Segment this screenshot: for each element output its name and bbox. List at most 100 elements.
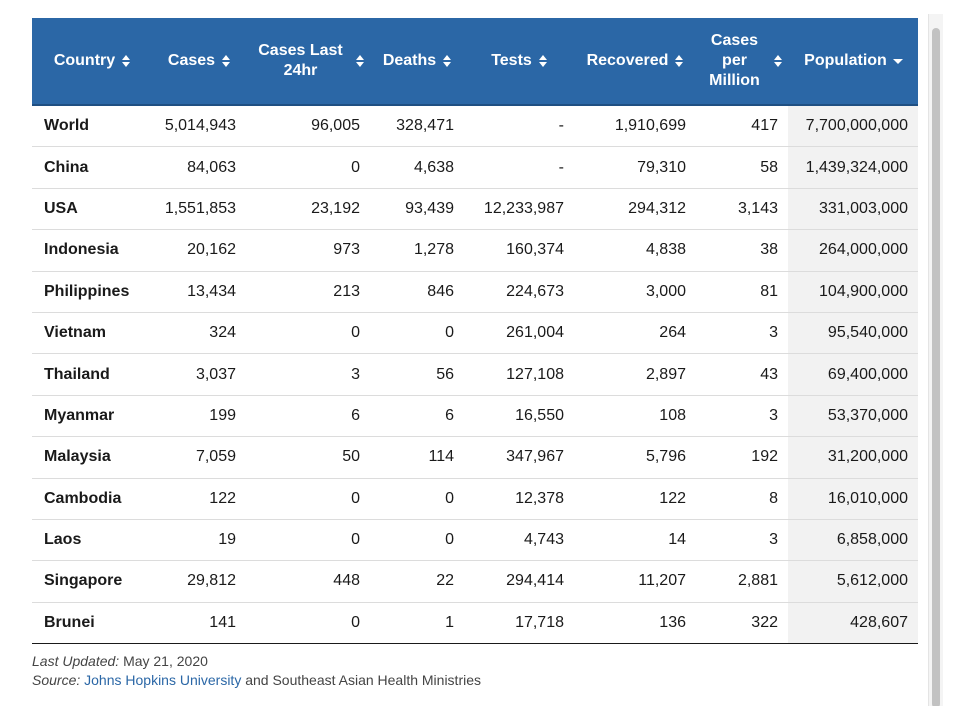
cell-cases-last-24hr: 973 [246, 229, 370, 272]
cell-tests: 347,967 [464, 436, 574, 479]
cell-cases: 20,162 [152, 229, 246, 272]
column-header-label: Deaths [382, 52, 437, 69]
cell-tests: 160,374 [464, 229, 574, 272]
cell-cases: 199 [152, 395, 246, 438]
cell-cases-last-24hr: 0 [246, 519, 370, 562]
sort-both-icon [538, 54, 547, 68]
cell-cases-last-24hr: 96,005 [246, 105, 370, 148]
column-header-tests[interactable]: Tests [464, 18, 574, 106]
cell-tests: 224,673 [464, 271, 574, 313]
covid-stats-table: Country Cases Cases Last 24hr Deaths Tests Re… [32, 18, 918, 645]
cell-tests: 4,743 [464, 519, 574, 562]
table-row-singapore: Singapore 29,812 448 22 294,414 11,207 2,881 5,… [32, 560, 918, 603]
sort-both-icon [674, 54, 684, 68]
cell-population: 6,858,000 [788, 519, 918, 562]
cell-recovered: 5,796 [574, 436, 696, 479]
sort-both-icon [442, 54, 452, 68]
table-row-malaysia: Malaysia 7,059 50 114 347,967 5,796 192 31,200,… [32, 436, 918, 479]
cell-cases-per-million: 58 [696, 146, 788, 189]
cell-deaths: 6 [370, 395, 464, 438]
cell-recovered: 122 [574, 478, 696, 520]
cell-country: Philippines [32, 271, 152, 313]
cell-deaths: 56 [370, 353, 464, 396]
table-row-laos: Laos 19 0 0 4,743 14 3 6,858,000 [32, 519, 918, 562]
cell-recovered: 14 [574, 519, 696, 562]
column-header-population[interactable]: Population [788, 18, 918, 106]
cell-population: 95,540,000 [788, 312, 918, 355]
cell-cases-last-24hr: 3 [246, 353, 370, 396]
cell-deaths: 846 [370, 271, 464, 313]
cell-cases: 29,812 [152, 560, 246, 603]
table-row-world: World 5,014,943 96,005 328,471-1,910,699 417… [32, 105, 918, 148]
cell-country: Indonesia [32, 229, 152, 272]
cell-deaths: 0 [370, 519, 464, 562]
cell-cases-per-million: 3 [696, 395, 788, 438]
cell-country: Myanmar [32, 395, 152, 438]
cell-tests: 17,718 [464, 602, 574, 645]
cell-deaths: 0 [370, 312, 464, 355]
cell-deaths: 328,471 [370, 105, 464, 148]
cell-cases: 5,014,943 [152, 105, 246, 148]
cell-cases-per-million: 38 [696, 229, 788, 272]
cell-country: Vietnam [32, 312, 152, 355]
cell-tests: 12,378 [464, 478, 574, 520]
last-updated-label: Last Updated: [32, 653, 120, 669]
cell-tests: - [464, 146, 574, 189]
vertical-scrollbar[interactable] [928, 14, 943, 706]
cell-cases-per-million: 2,881 [696, 560, 788, 603]
column-header-label: Country [53, 52, 116, 69]
table-row-brunei: Brunei 141 0 1 17,718 136 322 428,607 [32, 602, 918, 645]
column-header-deaths[interactable]: Deaths [370, 18, 464, 106]
cell-country: Malaysia [32, 436, 152, 479]
table-row-cambodia: Cambodia 122 0 0 12,378 122 8 16,010,000 [32, 478, 918, 520]
cell-recovered: 11,207 [574, 560, 696, 603]
table-row-thailand: Thailand 3,037 3 56 127,108 2,897 43 69,400,000 [32, 353, 918, 396]
cell-recovered: 1,910,699 [574, 105, 696, 148]
cell-country: World [32, 105, 152, 148]
cell-tests: 12,233,987 [464, 188, 574, 231]
cell-cases-per-million: 192 [696, 436, 788, 479]
cell-cases-per-million: 3,143 [696, 188, 788, 231]
cell-recovered: 2,897 [574, 353, 696, 396]
cell-recovered: 4,838 [574, 229, 696, 272]
cell-cases-last-24hr: 0 [246, 146, 370, 189]
column-header-country[interactable]: Country [32, 18, 152, 106]
cell-country: Thailand [32, 353, 152, 396]
cell-deaths: 22 [370, 560, 464, 603]
cell-population: 53,370,000 [788, 395, 918, 438]
cell-deaths: 93,439 [370, 188, 464, 231]
cell-country: Cambodia [32, 478, 152, 520]
source-label: Source: [32, 672, 81, 688]
cell-population: 1,439,324,000 [788, 146, 918, 189]
cell-cases: 324 [152, 312, 246, 355]
cell-deaths: 1,278 [370, 229, 464, 272]
cell-deaths: 4,638 [370, 146, 464, 189]
sort-both-icon [221, 54, 231, 68]
column-header-cases-per-million[interactable]: Cases per Million [696, 18, 788, 106]
cell-tests: 294,414 [464, 560, 574, 603]
cell-cases: 1,551,853 [152, 188, 246, 231]
table-row-usa: USA 1,551,853 23,192 93,439 12,233,987 294,31… [32, 188, 918, 231]
table-row-vietnam: Vietnam 324 0 0 261,004 264 3 95,540,000 [32, 312, 918, 355]
column-header-recovered[interactable]: Recovered [574, 18, 696, 106]
cell-population: 69,400,000 [788, 353, 918, 396]
cell-population: 31,200,000 [788, 436, 918, 479]
sort-both-icon [121, 54, 131, 68]
cell-cases: 19 [152, 519, 246, 562]
cell-deaths: 1 [370, 602, 464, 645]
cell-cases: 7,059 [152, 436, 246, 479]
sort-desc-icon [892, 54, 903, 68]
column-header-label: Cases [167, 52, 216, 69]
cell-cases-last-24hr: 0 [246, 602, 370, 645]
column-header-label: Cases Last 24hr [258, 42, 343, 79]
cell-cases: 84,063 [152, 146, 246, 189]
source-link-jhu[interactable]: Johns Hopkins University [84, 672, 242, 688]
cell-deaths: 0 [370, 478, 464, 520]
column-header-label: Population [804, 52, 887, 69]
column-header-cases-last-24hr[interactable]: Cases Last 24hr [246, 18, 370, 106]
cell-cases: 13,434 [152, 271, 246, 313]
cell-recovered: 264 [574, 312, 696, 355]
scrollbar-thumb[interactable] [932, 28, 940, 706]
column-header-cases[interactable]: Cases [152, 18, 246, 106]
cell-population: 104,900,000 [788, 271, 918, 313]
